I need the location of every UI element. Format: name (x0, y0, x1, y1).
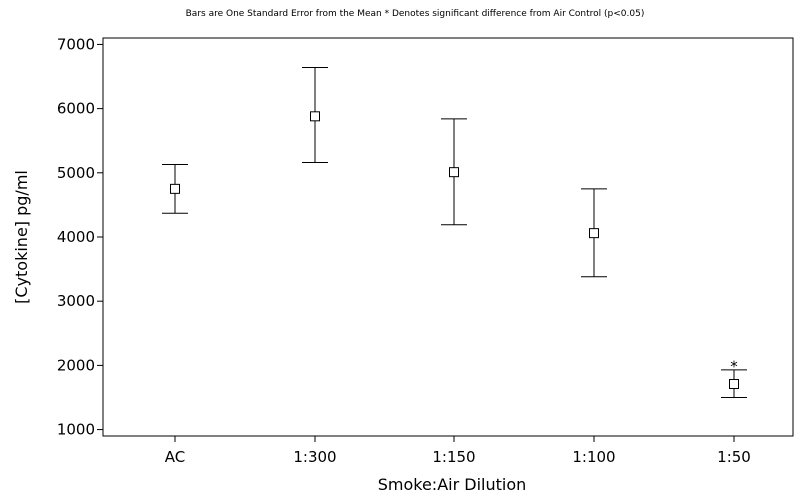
x-tick-label: 1:100 (572, 448, 615, 466)
mean-point (589, 228, 599, 239)
x-tick-label: AC (165, 448, 185, 466)
y-axis-title: [Cytokine] pg/ml (12, 170, 31, 304)
x-axis-title: Smoke:Air Dilution (378, 475, 527, 494)
y-tick-label: 5000 (57, 164, 95, 182)
mean-point (449, 167, 459, 178)
significance-marker: * (730, 358, 738, 376)
y-tick-label: 2000 (57, 356, 95, 374)
y-tick-label: 1000 (57, 421, 95, 439)
data-marks (162, 67, 747, 398)
annotations: * (730, 358, 738, 376)
mean-point (729, 379, 739, 390)
chart-subtitle: Bars are One Standard Error from the Mea… (186, 9, 645, 19)
y-tick-label: 4000 (57, 228, 95, 246)
mean-point (170, 183, 180, 194)
y-tick-label: 3000 (57, 292, 95, 310)
y-axis: 1000 2000 3000 4000 5000 6000 7000 (57, 35, 103, 439)
x-tick-label: 1:50 (717, 448, 751, 466)
mean-point (310, 111, 320, 122)
plot-frame (102, 37, 794, 437)
x-axis: AC 1:300 1:150 1:100 1:50 (165, 436, 751, 466)
y-tick-label: 6000 (57, 100, 95, 118)
y-tick-label: 7000 (57, 35, 95, 53)
x-tick-label: 1:300 (293, 448, 336, 466)
x-tick-label: 1:150 (432, 448, 475, 466)
